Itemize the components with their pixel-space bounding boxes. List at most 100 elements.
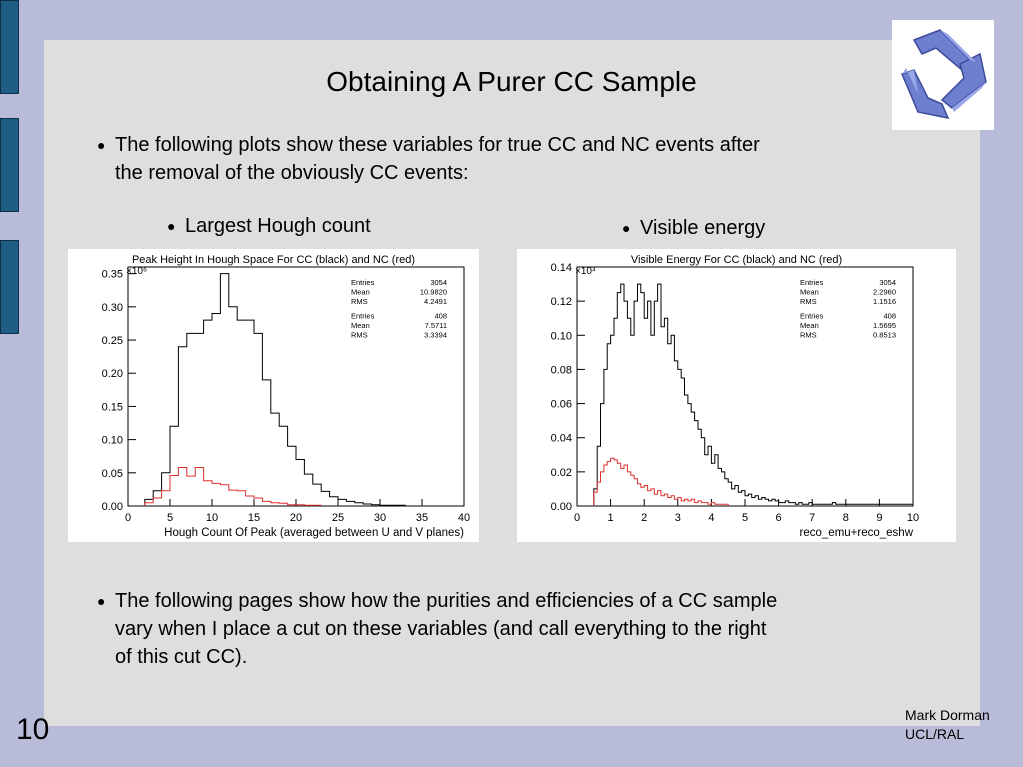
visible-energy-histogram: Visible Energy For CC (black) and NC (re… <box>551 254 920 539</box>
y-tick-label: 0.30 <box>102 302 123 314</box>
stats-value: 3.3394 <box>424 331 447 340</box>
stats-label: Entries <box>800 312 824 321</box>
stats-label: Mean <box>800 288 819 297</box>
stats-label: RMS <box>351 297 368 306</box>
x-tick-label: 30 <box>374 512 386 524</box>
bullet-line: of this cut CC). <box>115 646 248 668</box>
stats-value: 7.5711 <box>425 321 447 330</box>
x-tick-label: 15 <box>248 512 260 524</box>
stats-label: Entries <box>351 278 375 287</box>
x-tick-label: 40 <box>458 512 470 524</box>
x-tick-label: 6 <box>776 512 782 524</box>
x-tick-label: 8 <box>843 512 849 524</box>
bullet-line: vary when I place a cut on these variabl… <box>115 618 767 640</box>
stats-value: 0.8513 <box>873 331 896 340</box>
stats-label: Mean <box>351 321 370 330</box>
x-tick-label: 0 <box>574 512 580 524</box>
y-tick-label: 0.20 <box>102 368 123 380</box>
x-tick-label: 1 <box>608 512 614 524</box>
sub-bullet-label: Visible energy <box>640 217 766 239</box>
bullet-dot: ● <box>622 220 631 236</box>
y-tick-label: 0.10 <box>102 435 123 447</box>
stats-label: Entries <box>351 312 375 321</box>
stats-label: Entries <box>800 278 824 287</box>
y-tick-label: 0.04 <box>551 433 572 445</box>
x-tick-label: 10 <box>206 512 218 524</box>
y-tick-label: 0.08 <box>551 364 572 376</box>
y-axis-multiplier: ×10⁶ <box>126 266 147 277</box>
histogram-series-cc <box>144 273 406 506</box>
y-tick-label: 0.35 <box>102 269 123 281</box>
stats-label: RMS <box>351 331 368 340</box>
stats-value: 408 <box>434 312 447 321</box>
stats-value: 408 <box>883 312 896 321</box>
stats-value: 3054 <box>879 278 896 287</box>
bullet-line: The following pages show how the puritie… <box>115 590 778 612</box>
x-axis-label: reco_emu+reco_eshw <box>800 527 914 539</box>
bullet-plots-intro: ● The following plots show these variabl… <box>97 131 895 187</box>
stats-value: 3054 <box>430 278 447 287</box>
x-tick-label: 20 <box>290 512 302 524</box>
stats-value: 10.9820 <box>420 288 447 297</box>
chart-title: Visible Energy For CC (black) and NC (re… <box>631 254 842 266</box>
blue-triskelion-logo-icon <box>900 29 987 120</box>
y-tick-label: 0.14 <box>551 262 572 274</box>
sub-bullet-left: ● Largest Hough count <box>167 212 371 240</box>
y-tick-label: 0.05 <box>102 468 123 480</box>
x-tick-label: 2 <box>641 512 647 524</box>
y-tick-label: 0.02 <box>551 467 572 479</box>
histogram-series-nc <box>144 467 322 506</box>
x-tick-label: 7 <box>809 512 815 524</box>
x-tick-label: 25 <box>332 512 344 524</box>
stats-value: 1.5695 <box>873 321 896 330</box>
stats-value: 1.1516 <box>873 297 896 306</box>
slide-title-text: Obtaining A Purer CC Sample <box>326 66 697 97</box>
stats-label: Mean <box>800 321 819 330</box>
hough-count-histogram: Peak Height In Hough Space For CC (black… <box>102 254 471 539</box>
y-tick-label: 0.10 <box>551 330 572 342</box>
logo <box>892 20 994 130</box>
x-axis-label: Hough Count Of Peak (averaged between U … <box>164 527 464 539</box>
y-tick-label: 0.00 <box>551 501 572 513</box>
stats-value: 4.2491 <box>424 297 447 306</box>
stats-label: RMS <box>800 331 817 340</box>
bullet-line: the removal of the obviously CC events: <box>115 162 469 184</box>
y-tick-label: 0.15 <box>102 401 123 413</box>
bullet-dot: ● <box>97 593 106 609</box>
bullet-line: The following plots show these variables… <box>115 134 760 156</box>
y-axis-multiplier: ×10³ <box>575 266 596 277</box>
x-tick-label: 5 <box>742 512 748 524</box>
x-tick-label: 0 <box>125 512 131 524</box>
side-tab <box>0 0 19 94</box>
stats-value: 2.2960 <box>873 288 896 297</box>
slide-number: 10 <box>16 713 50 746</box>
bullet-cut-explanation: ● The following pages show how the purit… <box>97 587 905 671</box>
x-tick-label: 9 <box>876 512 882 524</box>
y-tick-label: 0.12 <box>551 296 572 308</box>
visible-energy-plot: Visible Energy For CC (black) and NC (re… <box>517 249 956 542</box>
side-tab <box>0 118 19 212</box>
hough-count-plot: Peak Height In Hough Space For CC (black… <box>68 249 479 542</box>
histogram-series-nc <box>593 457 729 506</box>
stats-label: Mean <box>351 288 370 297</box>
x-tick-label: 4 <box>708 512 714 524</box>
x-tick-label: 10 <box>907 512 919 524</box>
chart-title: Peak Height In Hough Space For CC (black… <box>132 254 415 266</box>
author-name: Mark Dorman <box>905 707 990 723</box>
sub-bullet-right: ● Visible energy <box>622 214 766 242</box>
affiliation: UCL/RAL <box>905 726 965 742</box>
bullet-dot: ● <box>167 218 176 234</box>
x-tick-label: 5 <box>167 512 173 524</box>
stats-label: RMS <box>800 297 817 306</box>
slide-title: Obtaining A Purer CC Sample <box>0 66 1023 98</box>
sub-bullet-label: Largest Hough count <box>185 215 371 237</box>
y-tick-label: 0.00 <box>102 501 123 513</box>
bullet-dot: ● <box>97 137 106 153</box>
histogram-series-cc <box>593 283 914 506</box>
x-tick-label: 35 <box>416 512 428 524</box>
x-tick-label: 3 <box>675 512 681 524</box>
y-tick-label: 0.25 <box>102 335 123 347</box>
y-tick-label: 0.06 <box>551 399 572 411</box>
footer-credit: Mark Dorman UCL/RAL <box>905 706 990 744</box>
side-tab <box>0 240 19 334</box>
